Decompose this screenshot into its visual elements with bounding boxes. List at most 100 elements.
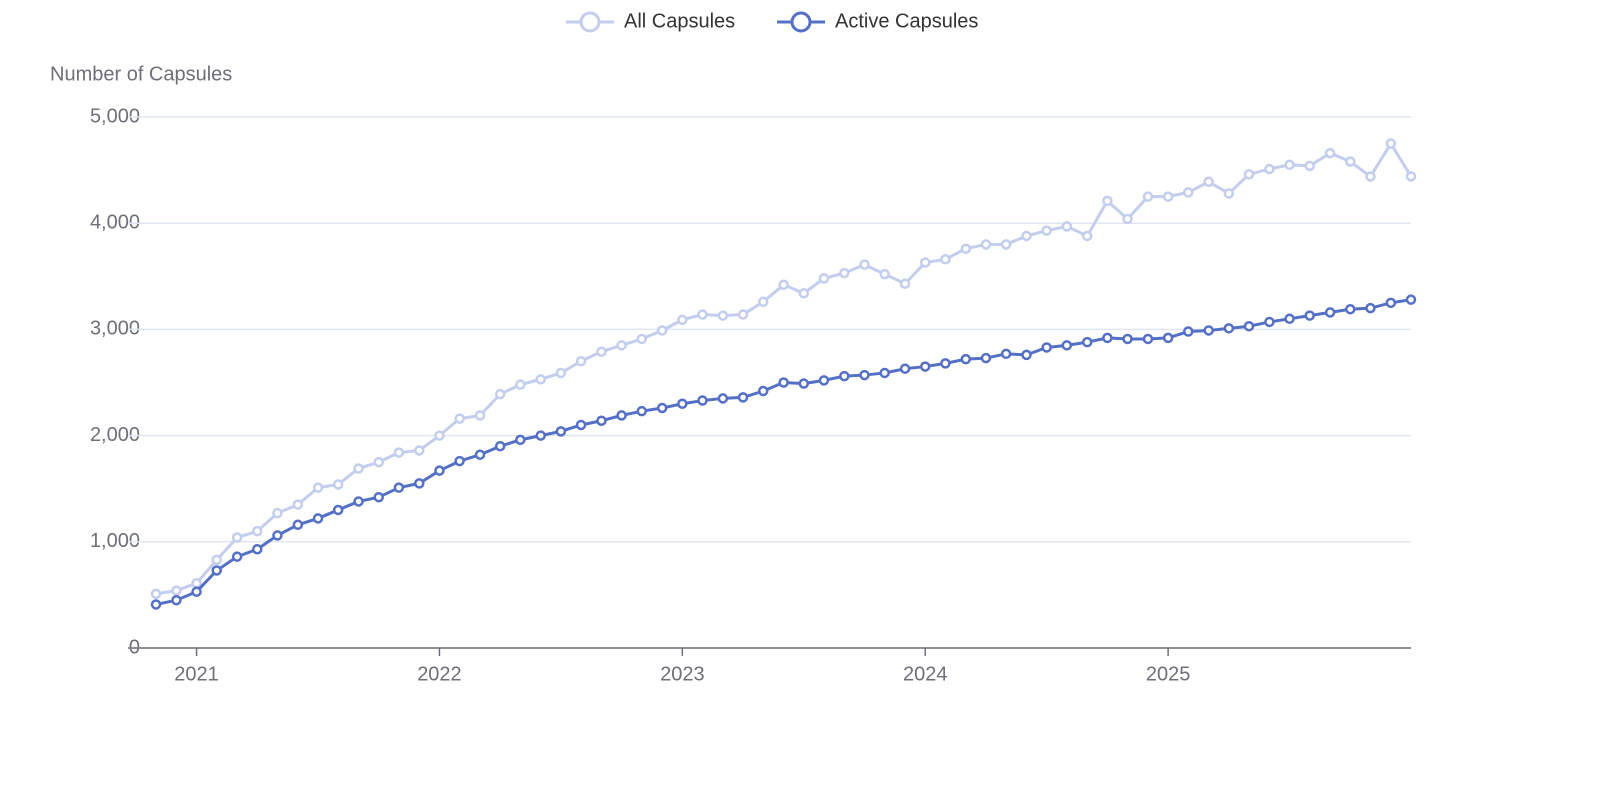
point: [839, 370, 850, 382]
point: [434, 430, 445, 441]
point: [940, 358, 951, 369]
point: [1041, 225, 1052, 236]
point: [919, 257, 931, 268]
point: [616, 410, 627, 421]
point: [1405, 294, 1417, 305]
point: [1304, 160, 1315, 172]
x-tick-label: 2022: [417, 663, 462, 685]
point: [697, 395, 708, 406]
point: [1000, 348, 1012, 360]
point: [211, 554, 222, 566]
point: [231, 551, 243, 562]
y-tick-label: 4,000: [90, 211, 140, 233]
point: [454, 455, 465, 467]
point: [656, 402, 668, 414]
legend-icon[interactable]: [790, 11, 812, 33]
legend-label[interactable]: Active Capsules: [835, 10, 978, 32]
point: [596, 346, 607, 357]
point: [1122, 213, 1133, 225]
point: [312, 513, 324, 524]
x-tick-label: 2021: [174, 663, 219, 685]
y-axis-label: Number of Capsules: [50, 63, 232, 85]
point: [1021, 230, 1032, 242]
point: [1243, 320, 1255, 332]
legend-icon[interactable]: [579, 11, 601, 33]
point: [1203, 176, 1214, 188]
point: [899, 363, 911, 374]
point: [879, 268, 890, 280]
point: [272, 530, 283, 541]
point: [1061, 221, 1073, 232]
point: [292, 499, 304, 510]
point: [1385, 138, 1397, 149]
point: [757, 385, 769, 397]
point: [980, 239, 992, 250]
point: [494, 388, 506, 400]
point: [899, 278, 911, 289]
point: [332, 479, 344, 490]
point: [353, 463, 364, 474]
point: [636, 333, 648, 345]
point: [1223, 323, 1235, 334]
point: [818, 273, 830, 284]
point: [1243, 169, 1255, 180]
point: [373, 456, 384, 468]
point: [656, 325, 668, 336]
point: [171, 585, 182, 596]
y-tick-label: 2,000: [90, 424, 140, 446]
y-tick-label: 5,000: [90, 105, 140, 127]
point: [1405, 171, 1417, 182]
point: [292, 519, 304, 531]
point: [818, 375, 830, 386]
point: [1081, 230, 1093, 242]
legend-label[interactable]: All Capsules: [624, 10, 735, 32]
point: [1365, 302, 1376, 314]
point: [191, 586, 202, 597]
point: [515, 379, 526, 390]
point: [1061, 340, 1073, 351]
point: [616, 340, 627, 351]
point: [1041, 342, 1052, 353]
point: [940, 254, 951, 265]
point: [859, 259, 870, 270]
point: [1365, 171, 1376, 182]
point: [171, 594, 182, 606]
point: [919, 361, 931, 372]
point: [1345, 303, 1356, 315]
point: [737, 392, 749, 403]
point: [535, 374, 546, 385]
point: [555, 367, 567, 379]
point: [859, 369, 870, 381]
point: [1264, 316, 1275, 328]
point: [535, 430, 546, 441]
point: [778, 377, 789, 388]
point: [677, 314, 688, 326]
point: [798, 378, 810, 389]
point: [839, 267, 850, 279]
point: [332, 504, 344, 516]
point: [575, 356, 587, 367]
point: [636, 405, 648, 417]
point: [960, 243, 972, 254]
point: [1304, 310, 1315, 321]
point: [211, 565, 222, 576]
point: [677, 398, 688, 409]
point: [494, 440, 506, 452]
point: [1021, 349, 1032, 361]
point: [1000, 239, 1012, 250]
series-line: [155, 140, 1413, 596]
point: [474, 449, 486, 460]
point: [879, 367, 890, 379]
x-tick-label: 2025: [1146, 663, 1191, 685]
point: [414, 478, 425, 489]
series-line: [155, 298, 1412, 606]
point: [373, 491, 384, 503]
point: [1162, 332, 1174, 344]
point: [1102, 332, 1113, 344]
point: [1324, 307, 1336, 318]
point: [231, 532, 243, 543]
point: [312, 482, 324, 493]
point: [737, 309, 749, 320]
point: [393, 482, 405, 493]
